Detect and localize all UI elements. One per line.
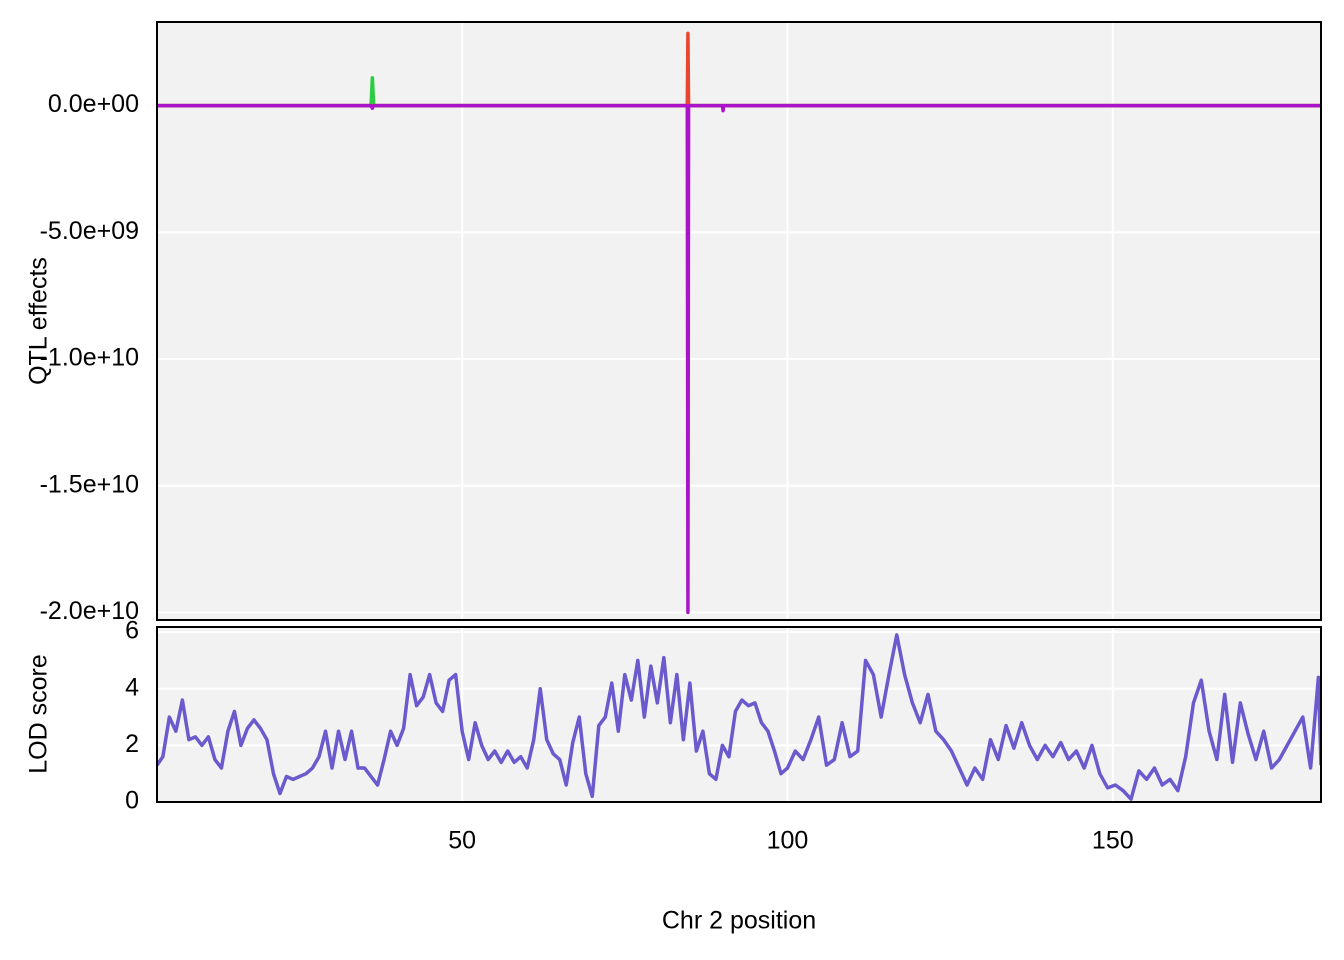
series-line: [157, 103, 1321, 615]
plot-background: [157, 22, 1321, 620]
y-tick-label: 6: [125, 617, 139, 645]
y-axis-label: QTL effects: [25, 257, 53, 385]
plot-background: [157, 627, 1321, 802]
y-tick-label: 0: [125, 787, 139, 815]
y-tick-label: 2: [125, 730, 139, 758]
y-tick-label: -1.0e+10: [40, 344, 139, 372]
series-line: [157, 633, 1321, 801]
y-tick-label: 4: [125, 673, 139, 701]
x-axis-label: Chr 2 position: [662, 907, 816, 935]
y-tick-label: -2.0e+10: [40, 597, 139, 625]
plot-area: [157, 22, 1321, 620]
plot-border: [156, 626, 1322, 803]
plot-border: [156, 21, 1322, 621]
y-tick-label: -1.5e+10: [40, 470, 139, 498]
plot-area: [157, 627, 1321, 802]
y-axis-label: LOD score: [25, 654, 53, 773]
x-tick-label: 150: [1092, 827, 1134, 855]
x-tick-label: 100: [767, 827, 809, 855]
y-tick-label: -5.0e+09: [40, 217, 139, 245]
x-tick-label: 50: [448, 827, 476, 855]
y-tick-label: 0.0e+00: [48, 90, 139, 118]
